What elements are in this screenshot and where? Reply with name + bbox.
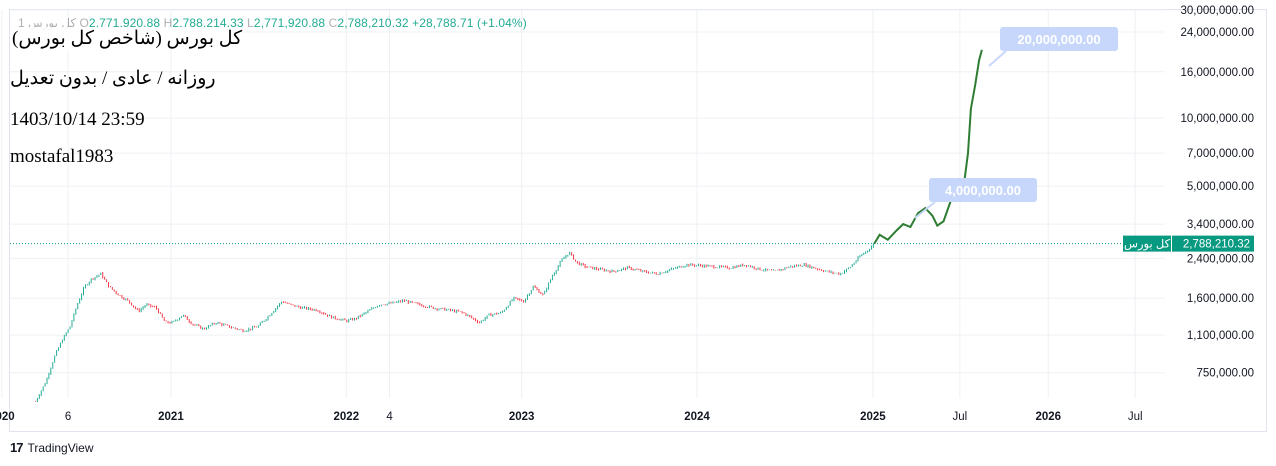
high-value: 2,788,214.33 — [172, 16, 244, 30]
chart-author: mostafal1983 — [10, 146, 114, 167]
y-tick-label: 7,000,000.00 — [1187, 148, 1254, 160]
y-tick-label: 1,100,000.00 — [1187, 330, 1254, 342]
chart-datetime: 1403/10/14 23:59 — [10, 109, 145, 130]
x-tick-label: 2022 — [334, 411, 360, 423]
x-tick-label: 2021 — [158, 411, 184, 423]
y-tick-label: 1,600,000.00 — [1187, 293, 1254, 305]
price-axis[interactable]: 750,000.00 1,100,000.00 1,600,000.00 2,400,… — [1123, 5, 1254, 380]
last-price-tag-label: 2,788,210.32 — [1183, 239, 1250, 251]
time-axis[interactable]: 2020 6 2021 2022 4 2023 2024 2025 Jul 2026 Jul — [0, 411, 1143, 423]
symbol-price-tag — [1123, 235, 1171, 252]
footer: 17 TradingView — [10, 440, 94, 455]
close-value: 2,788,210.32 — [337, 16, 409, 30]
x-tick-label: 4 — [386, 411, 393, 423]
callout-connector — [914, 201, 936, 219]
y-tick-label: 5,000,000.00 — [1187, 181, 1254, 193]
symbol-price-tag-label: کل بورس — [1124, 239, 1171, 252]
y-tick-label: 24,000,000.00 — [1180, 27, 1254, 39]
x-tick-label: 2023 — [509, 411, 535, 423]
change-value: +28,788.71 (+1.04%) — [412, 16, 527, 30]
x-tick-label: Jul — [952, 411, 967, 423]
callout-box[interactable] — [1000, 27, 1118, 51]
x-tick-label: 6 — [65, 411, 71, 423]
callouts: 4,000,000.00 20,000,000.00 — [914, 27, 1118, 219]
x-tick-label: 2024 — [684, 411, 710, 423]
callout-connector — [988, 50, 1007, 67]
symbol-label[interactable]: 1 کل بورس — [18, 16, 77, 30]
ohlc-legend: 1 کل بورس O2,771,920.88 H2,788,214.33 L2… — [18, 16, 527, 30]
x-tick-label: 2020 — [0, 411, 15, 423]
chart-subtitle: روزانه / عادی / بدون تعدیل — [10, 68, 216, 89]
y-tick-label: 30,000,000.00 — [1180, 5, 1254, 17]
x-tick-label: 2025 — [860, 411, 886, 423]
y-tick-label: 3,400,000.00 — [1187, 219, 1254, 231]
y-tick-label: 2,400,000.00 — [1187, 253, 1254, 265]
x-tick-label: Jul — [1128, 411, 1143, 423]
y-tick-label: 10,000,000.00 — [1180, 113, 1254, 125]
x-tick-label: 2026 — [1035, 411, 1061, 423]
low-value: 2,771,920.88 — [253, 16, 326, 30]
y-tick-label: 16,000,000.00 — [1180, 67, 1254, 79]
candles — [34, 243, 874, 403]
callout-label: 4,000,000.00 — [945, 183, 1021, 198]
high-label: H — [163, 16, 173, 30]
tradingview-logo-icon[interactable]: 17 — [10, 440, 24, 455]
callout-label: 20,000,000.00 — [1017, 32, 1100, 47]
last-price-tag — [1172, 235, 1254, 252]
projection-line — [873, 49, 983, 245]
low-label: L — [247, 16, 254, 30]
chart-frame — [9, 9, 1267, 432]
close-label: C — [328, 16, 338, 30]
open-label: O — [79, 16, 89, 30]
callout-box[interactable] — [929, 178, 1037, 202]
y-tick-label: 750,000.00 — [1196, 368, 1254, 380]
tradingview-brand[interactable]: TradingView — [27, 440, 94, 455]
chart-title: کل بورس (شاخص کل بورس) — [10, 27, 245, 50]
open-value: 2,771,920.88 — [88, 16, 161, 30]
